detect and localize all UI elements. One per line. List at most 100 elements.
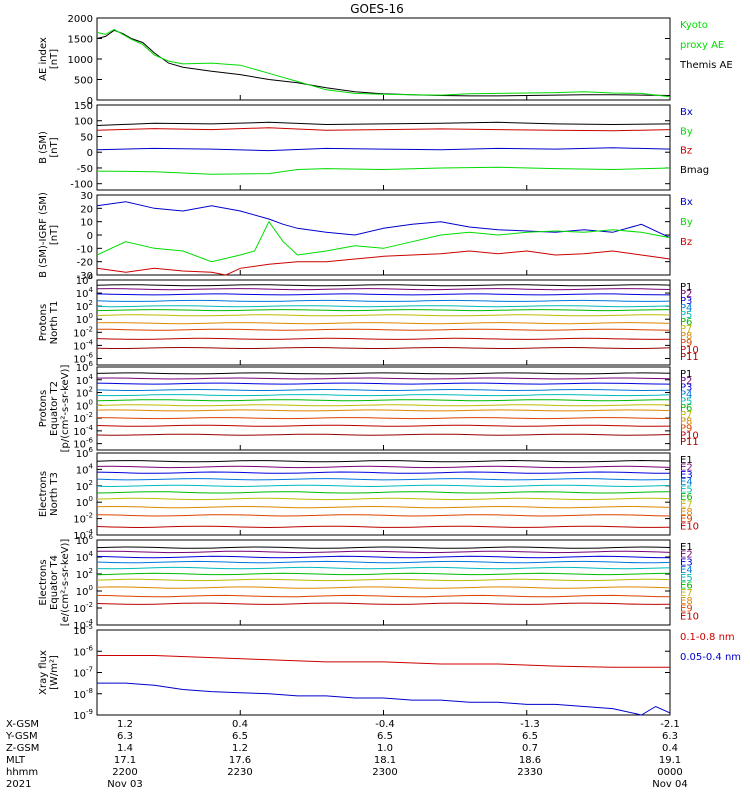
y-tick-label: 100 [76, 312, 93, 326]
legend-entry: E5 [680, 573, 693, 584]
y-tick-label: 100 [76, 495, 93, 509]
channel-line-9 [96, 594, 671, 598]
y-tick-label: 10-8 [73, 687, 93, 701]
channel-line-8 [96, 586, 671, 589]
channel-line-9 [96, 417, 671, 420]
y-tick-label: 106 [76, 533, 94, 547]
legend-entry: P3 [680, 296, 692, 307]
legend-entry: Bmag [680, 165, 709, 176]
channel-line-1 [96, 284, 671, 287]
series-line-3 [96, 250, 671, 276]
legend-entry: P3 [680, 383, 692, 394]
x-axis-row-value: 17.1 [114, 755, 136, 766]
y-axis-label: [W/m²] [49, 655, 60, 690]
series-line-1 [96, 201, 671, 239]
legend-entry: E5 [680, 485, 693, 496]
y-tick-label: 102 [76, 479, 93, 493]
channel-line-4 [96, 388, 671, 392]
legend-entry: P5 [680, 396, 692, 407]
x-axis-row-value: 1.4 [117, 743, 133, 754]
panel-8: 10-5 10-6 10-7 10-8 10-9 Xray flux [W/m²] 0.1-0… [38, 623, 741, 722]
y-tick-label: 100 [76, 584, 93, 598]
y-tick-label: 106 [76, 273, 94, 287]
channel-line-3 [96, 555, 671, 559]
y-tick-label: 10-4 [73, 618, 93, 632]
y-tick-label: -50 [77, 164, 93, 175]
legend-entry: P10 [680, 430, 699, 441]
y-tick-label: 104 [76, 462, 94, 476]
y-axis-label: AE index [38, 37, 49, 81]
x-axis-row-value: -0.4 [375, 719, 395, 730]
legend-entry: P1 [680, 282, 692, 293]
channel-line-2 [96, 377, 671, 380]
channel-line-3 [96, 293, 671, 296]
channel-line-7 [96, 404, 671, 407]
y-tick-label: 20 [80, 204, 93, 215]
channel-line-6 [96, 491, 671, 494]
legend-entry: E1 [680, 455, 693, 466]
x-axis-row-value: 1.0 [377, 743, 393, 754]
channel-line-4 [96, 299, 671, 302]
x-axis-row-value: 2200 [112, 767, 137, 778]
panel-2: 150 100 50 0 -50 -100 B (SM) [nT] Bx By Bz Bmag [38, 101, 709, 191]
x-axis-row-value: 2300 [372, 767, 397, 778]
y-tick-label: 150 [74, 101, 93, 112]
y-tick-label: -30 [77, 271, 93, 282]
channel-line-10 [96, 424, 671, 427]
x-axis-row-value: 6.3 [117, 731, 133, 742]
channel-line-3 [96, 471, 671, 474]
y-tick-label: 10-4 [73, 424, 93, 438]
legend-entry: By [680, 217, 693, 228]
channel-line-4 [96, 560, 671, 564]
panel-1: 2000 1500 1000 500 0 AE index [nT] Kyoto proxy A… [38, 14, 733, 107]
x-axis-row-value: 17.6 [229, 755, 251, 766]
legend-entry: E9 [680, 514, 693, 525]
y-tick-label: 10-2 [73, 325, 93, 339]
x-axis-row-value: 1.2 [232, 743, 248, 754]
channel-line-6 [96, 399, 671, 402]
legend-entry: E3 [680, 470, 693, 481]
channel-line-5 [96, 484, 671, 488]
legend-entry: E2 [680, 462, 693, 473]
legend-entry: E7 [680, 588, 693, 599]
channel-line-2 [96, 550, 671, 554]
y-axis-label: Xray flux [38, 650, 49, 695]
legend-entry: E9 [680, 604, 693, 615]
y-tick-label: 106 [76, 446, 94, 460]
x-axis-row-label: Y-GSM [5, 731, 38, 742]
panel-frame [96, 17, 671, 101]
y-axis-label: Equator T4 [49, 555, 60, 610]
y-tick-label: 102 [76, 386, 93, 400]
panel-3: 30 20 10 0 -10 -20 -30 B (SM)-IGRF (SM) [nT] Bx By… [38, 191, 693, 282]
legend-entry: 0.05-0.4 nm [680, 652, 741, 663]
channel-line-5 [96, 566, 671, 570]
legend-entry: P11 [680, 437, 699, 448]
legend-entry: P7 [680, 410, 692, 421]
panel-frame [96, 452, 671, 536]
y-axis-label: B (SM) [38, 131, 49, 164]
y-axis-label: North T1 [49, 301, 60, 345]
x-axis-row-label: X-GSM [6, 719, 39, 730]
channel-line-3 [96, 382, 671, 385]
y-tick-label: 10-9 [73, 708, 93, 722]
legend-entry: P6 [680, 317, 692, 328]
y-axis-label: North T3 [49, 472, 60, 516]
channel-line-1 [96, 372, 671, 375]
legend-entry: P11 [680, 352, 699, 363]
channel-line-5 [96, 305, 671, 308]
channel-line-5 [96, 394, 671, 397]
legend-entry: P4 [680, 303, 692, 314]
x-axis-row-value: 0000 [657, 767, 682, 778]
x-axis-row-value: 6.5 [377, 731, 393, 742]
y-tick-label: -100 [70, 180, 93, 191]
y-axis-label: [nT] [49, 49, 60, 69]
y-tick-label: 102 [76, 299, 93, 313]
panel-frame [96, 194, 671, 276]
y-axis-label: Protons [38, 304, 49, 341]
x-axis-row-value: Nov 03 [107, 779, 142, 790]
y-tick-label: 10-6 [73, 351, 93, 365]
series-line-2 [96, 220, 671, 263]
channel-line-7 [96, 497, 671, 501]
